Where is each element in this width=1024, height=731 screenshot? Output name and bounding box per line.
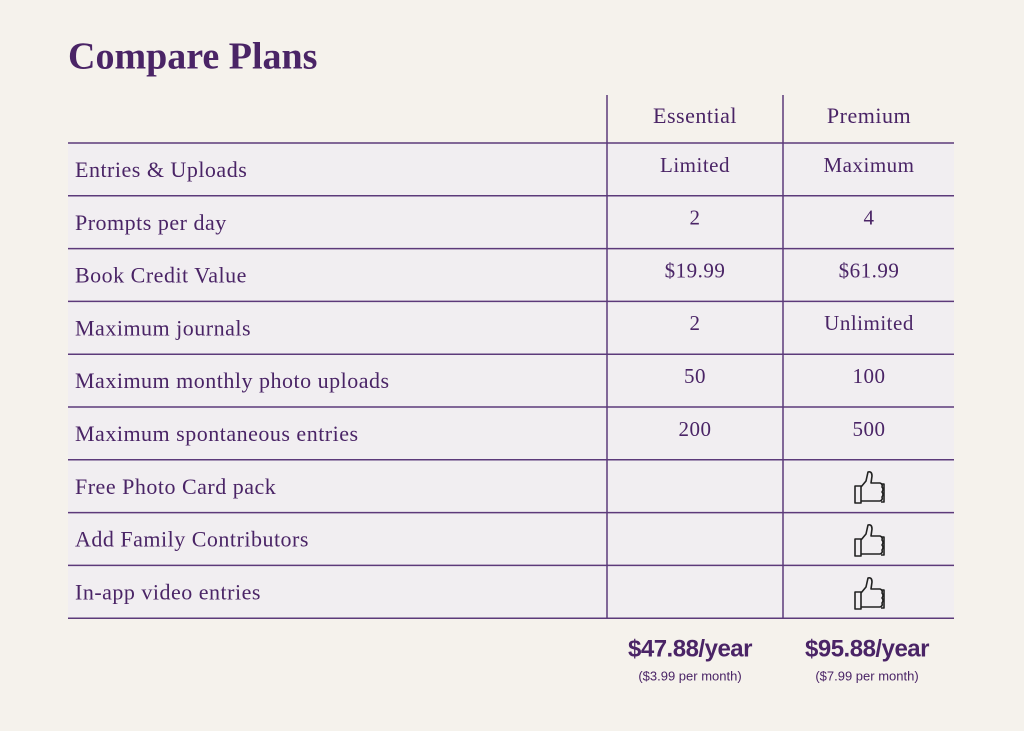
plan-value: 2 xyxy=(690,311,701,335)
feature-label: In-app video entries xyxy=(75,579,261,604)
thumbs-up-icon xyxy=(854,577,885,610)
price: $95.88/year xyxy=(805,635,929,662)
monthly-price: ($7.99 per month) xyxy=(815,668,918,683)
plan-value: 100 xyxy=(853,364,886,388)
plan-value: $19.99 xyxy=(665,258,726,282)
feature-label: Maximum spontaneous entries xyxy=(75,421,359,446)
title: Compare Plans xyxy=(68,36,317,78)
plan-value: $61.99 xyxy=(839,258,900,282)
column-header: Essential xyxy=(653,103,737,128)
plan-value: Unlimited xyxy=(824,311,914,335)
feature-label: Entries & Uploads xyxy=(75,157,247,182)
feature-label: Book Credit Value xyxy=(75,263,247,288)
thumbs-up-icon xyxy=(854,471,885,504)
feature-label: Maximum monthly photo uploads xyxy=(75,368,390,393)
plan-value: 2 xyxy=(690,206,701,230)
price: $47.88/year xyxy=(628,635,752,662)
feature-label: Maximum journals xyxy=(75,315,251,340)
column-header: Premium xyxy=(827,103,911,128)
plan-value: 500 xyxy=(853,417,886,441)
monthly-price: ($3.99 per month) xyxy=(638,668,741,683)
thumbs-up-icon xyxy=(854,524,885,557)
feature-label: Free Photo Card pack xyxy=(75,474,276,499)
feature-label: Prompts per day xyxy=(75,210,227,235)
plan-value: 50 xyxy=(684,364,706,388)
plan-value: Maximum xyxy=(824,153,915,177)
plan-value: Limited xyxy=(660,153,730,177)
plan-value: 4 xyxy=(864,206,875,230)
table-body xyxy=(68,143,954,618)
plan-value: 200 xyxy=(679,417,712,441)
feature-label: Add Family Contributors xyxy=(75,527,309,552)
